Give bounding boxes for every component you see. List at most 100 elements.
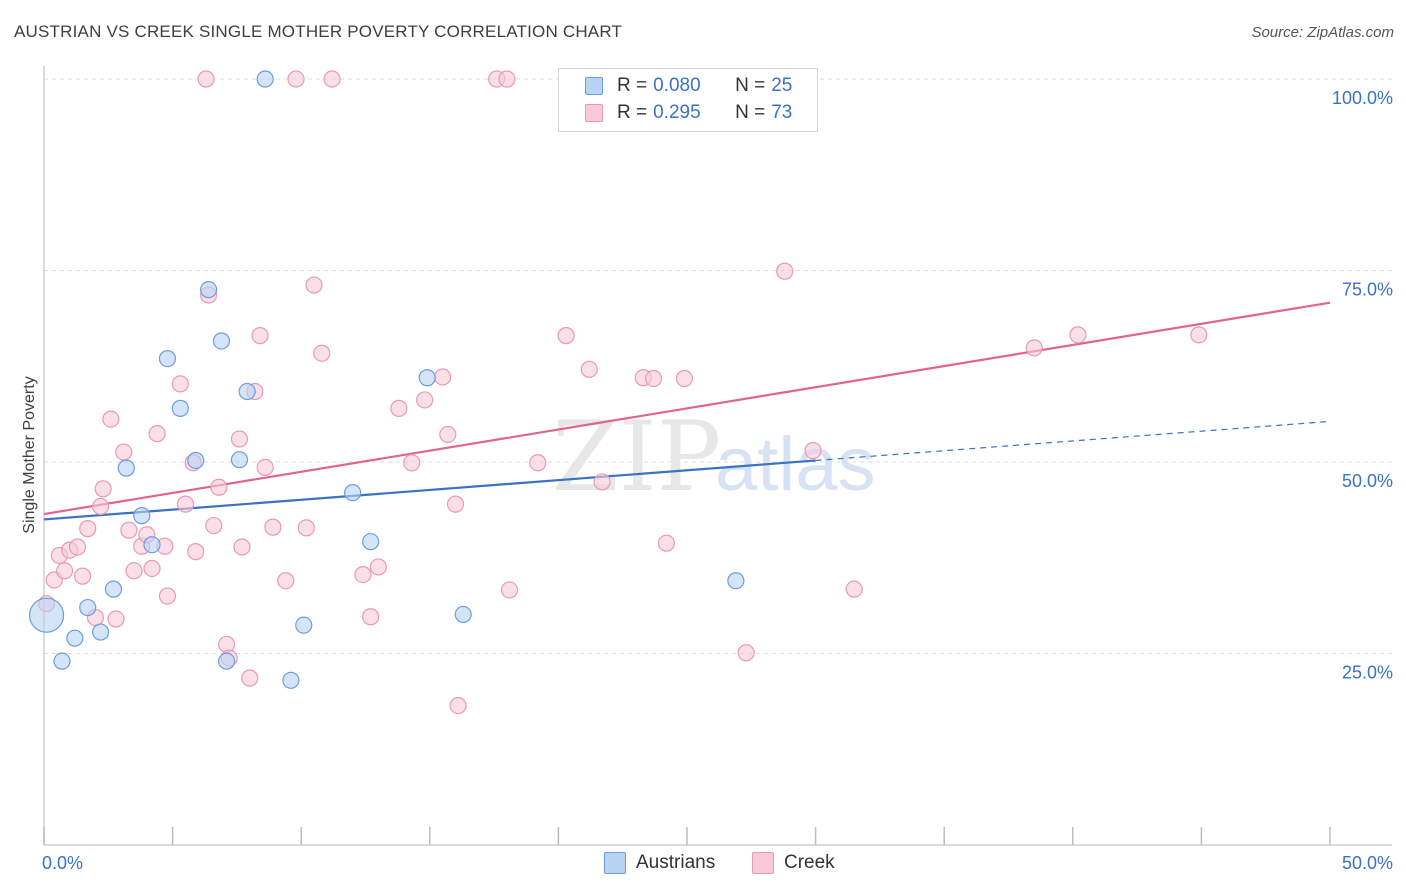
data-point-creek (403, 454, 421, 472)
data-point-creek (390, 399, 408, 417)
data-point-austrians (454, 605, 472, 624)
data-point-creek (210, 478, 228, 496)
data-point-creek (434, 368, 452, 386)
data-point-creek (176, 495, 195, 513)
trend-line-austrians (43, 459, 816, 521)
data-point-creek (187, 543, 205, 561)
data-point-austrians (282, 671, 300, 689)
data-point-creek (115, 443, 133, 461)
data-point-austrians (53, 652, 71, 670)
data-point-creek (369, 558, 387, 576)
legend-n-value-austrians: 25 (771, 75, 793, 96)
data-point-creek (102, 410, 120, 428)
data-point-austrians (727, 572, 745, 590)
data-point-creek (657, 534, 676, 552)
data-point-creek (845, 580, 863, 598)
data-point-creek (205, 516, 223, 535)
data-point-creek (305, 276, 323, 294)
data-point-creek (498, 70, 516, 88)
watermark: ZIP atlas (552, 401, 876, 513)
data-point-creek (446, 495, 465, 513)
bottom-legend-label-creek: Creek (784, 852, 835, 873)
data-point-creek (529, 454, 547, 472)
data-point-austrians (143, 536, 161, 554)
data-point-creek (593, 473, 611, 491)
data-point-austrians (104, 580, 123, 598)
data-point-creek (251, 327, 269, 345)
data-point-creek (804, 441, 822, 460)
data-point-creek (68, 538, 87, 556)
legend-swatch-creek (585, 104, 603, 122)
bottom-legend-swatch-creek (752, 852, 774, 874)
legend-r-value-austrians: 0.080 (653, 75, 701, 96)
data-point-austrians (187, 451, 205, 470)
legend-swatch-austrians (585, 77, 603, 95)
data-point-creek (73, 567, 92, 585)
legend-row-austrians: R = 0.080 N = 25 (585, 73, 792, 99)
data-point-creek (241, 669, 259, 687)
data-point-austrians (171, 399, 189, 417)
data-point-creek (230, 430, 249, 448)
tick-labels: 25.0% 50.0% 75.0% 100.0% 0.0% 50.0% (42, 88, 1393, 873)
data-point-creek (197, 70, 215, 88)
legend-r-label: R = (617, 75, 648, 96)
data-point-creek (91, 497, 110, 516)
data-point-creek (1025, 339, 1043, 357)
data-point-creek (449, 696, 467, 715)
data-point-austrians (295, 616, 313, 634)
trend-line-creek (43, 301, 1331, 516)
trend-line-austrians-extension (815, 420, 1331, 462)
gridlines (44, 78, 1392, 654)
data-point-creek (439, 425, 457, 444)
legend-r-value-creek: 0.295 (653, 102, 701, 123)
data-point-creek (297, 519, 315, 537)
data-point-austrians (66, 629, 84, 647)
data-point-creek (1190, 326, 1208, 344)
data-point-creek (107, 610, 125, 628)
correlation-legend: R = 0.080 N = 25 R = 0.295 N = 73 (558, 68, 818, 132)
data-point-austrians (238, 382, 256, 401)
x-tick-label: 0.0% (42, 853, 83, 873)
data-point-creek (233, 538, 251, 556)
bottom-legend-label-austrians: Austrians (636, 852, 716, 873)
legend-row-creek: R = 0.295 N = 73 (585, 100, 792, 126)
data-point-creek (362, 608, 380, 626)
data-point-creek (313, 344, 331, 362)
source-label: Source: ZipAtlas.com (1251, 24, 1394, 41)
data-point-creek (580, 360, 598, 378)
data-point-creek (79, 520, 97, 538)
data-point-creek (277, 572, 295, 590)
legend-n-label: N = (735, 102, 766, 123)
data-point-creek (675, 369, 694, 388)
axes (43, 66, 1392, 846)
data-point-austrians (28, 597, 65, 633)
data-point-creek (737, 644, 755, 662)
data-point-austrians (218, 652, 236, 670)
data-point-austrians (79, 598, 97, 617)
y-tick-label: 75.0% (1342, 280, 1393, 300)
bottom-legend-creek[interactable]: Creek (752, 852, 835, 874)
bottom-legend-swatch-austrians (604, 852, 626, 874)
legend-n-value-creek: 73 (771, 102, 793, 123)
legend-n-label: N = (735, 75, 766, 96)
data-point-creek (1069, 326, 1087, 344)
x-tick-label: 50.0% (1342, 853, 1393, 873)
data-point-austrians (418, 369, 436, 387)
data-point-creek (264, 518, 282, 536)
data-point-austrians (344, 484, 362, 502)
data-point-creek (55, 562, 74, 580)
data-point-creek (256, 458, 274, 476)
data-point-creek (158, 587, 177, 605)
y-tick-label: 100.0% (1332, 88, 1393, 108)
data-point-austrians (256, 70, 274, 88)
data-point-austrians (200, 281, 218, 299)
watermark-atlas: atlas (715, 422, 876, 507)
trend-lines (43, 301, 1331, 521)
data-point-austrians (133, 507, 151, 525)
data-point-creek (776, 262, 794, 280)
data-point-creek (94, 480, 112, 498)
data-point-creek (125, 562, 143, 580)
bottom-legend-austrians[interactable]: Austrians (604, 852, 715, 874)
data-point-creek (148, 425, 166, 443)
